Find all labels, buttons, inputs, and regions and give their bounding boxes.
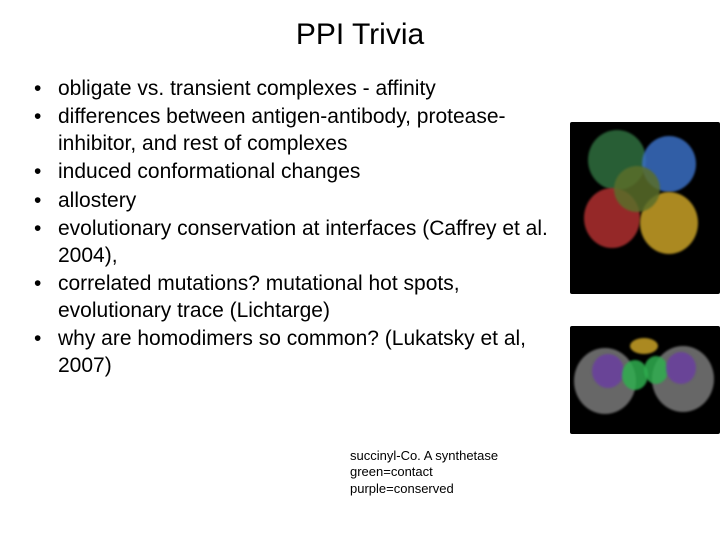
protein-blob <box>644 356 668 384</box>
protein-figure-bottom <box>570 326 720 434</box>
slide: PPI Trivia obligate vs. transient comple… <box>0 0 720 540</box>
bullet-item: obligate vs. transient complexes - affin… <box>30 76 570 102</box>
caption-line: purple=conserved <box>350 481 498 497</box>
figure-column <box>570 122 720 424</box>
bullet-item: induced conformational changes <box>30 159 570 185</box>
bullet-item: evolutionary conservation at interfaces … <box>30 216 570 269</box>
caption-line: green=contact <box>350 464 498 480</box>
caption-line: succinyl-Co. A synthetase <box>350 448 498 464</box>
protein-blob <box>630 338 658 354</box>
bullet-item: correlated mutations? mutational hot spo… <box>30 271 570 324</box>
figure-caption: succinyl-Co. A synthetase green=contact … <box>350 448 498 497</box>
protein-blob <box>666 352 696 384</box>
protein-blob <box>592 354 624 388</box>
bullet-list: obligate vs. transient complexes - affin… <box>30 76 570 381</box>
bullet-item: why are homodimers so common? (Lukatsky … <box>30 326 570 379</box>
protein-blob <box>614 166 660 212</box>
bullet-item: allostery <box>30 188 570 214</box>
slide-title: PPI Trivia <box>0 18 720 52</box>
bullet-item: differences between antigen-antibody, pr… <box>30 104 570 157</box>
protein-figure-top <box>570 122 720 294</box>
